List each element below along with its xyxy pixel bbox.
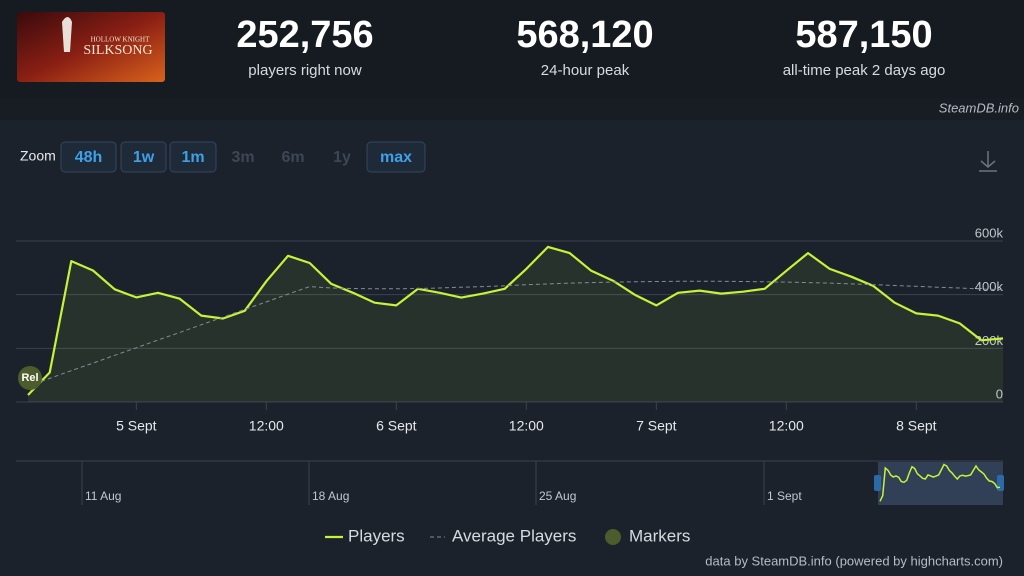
zoom-button-label[interactable]: 48h	[75, 149, 103, 166]
navigator-label: 18 Aug	[312, 489, 349, 503]
stat-label: all-time peak 2 days ago	[783, 62, 946, 79]
zoom-button[interactable]	[120, 141, 167, 173]
stat-value: 568,120	[516, 14, 653, 56]
x-tick-label: 12:00	[769, 418, 804, 434]
navigator-label: 1 Sept	[767, 489, 802, 503]
legend-label[interactable]: Players	[348, 526, 405, 545]
stat-label: players right now	[248, 62, 362, 79]
legend-swatch	[605, 529, 621, 545]
zoom-button-label[interactable]: max	[380, 149, 412, 166]
y-tick-label: 600k	[975, 225, 1004, 240]
zoom-button[interactable]	[169, 141, 217, 173]
game-logo	[17, 12, 165, 82]
site-label: SteamDB.info	[939, 100, 1019, 115]
zoom-button-label[interactable]: 1w	[133, 149, 155, 166]
x-tick-label: 8 Sept	[896, 418, 937, 434]
y-tick-label: 400k	[975, 279, 1004, 294]
zoom-button[interactable]	[366, 141, 426, 173]
area	[28, 246, 1003, 402]
line	[27, 245, 1004, 396]
line	[27, 280, 1004, 387]
navigator-selection[interactable]	[878, 462, 1003, 505]
x-tick-label: 7 Sept	[636, 418, 677, 434]
x-tick-label: 12:00	[509, 418, 544, 434]
navigator-label: 25 Aug	[539, 489, 576, 503]
stat-label: 24-hour peak	[541, 62, 630, 79]
navigator-handle[interactable]	[874, 475, 881, 491]
logo-text: HOLLOW KNIGHT	[91, 36, 150, 44]
x-tick-label: 5 Sept	[116, 418, 157, 434]
header-bar	[0, 0, 1024, 98]
zoom-button[interactable]	[60, 141, 117, 173]
marker[interactable]	[18, 366, 42, 390]
x-tick-label: 12:00	[249, 418, 284, 434]
site-bar	[0, 98, 1024, 120]
zoom-button-label: 6m	[281, 149, 304, 166]
download-icon[interactable]	[979, 151, 997, 172]
zoom-button-label: 1y	[333, 149, 351, 166]
navigator-handle[interactable]	[997, 475, 1004, 491]
zoom-button-label: 3m	[231, 149, 254, 166]
zoom-label: Zoom	[20, 148, 56, 164]
navigator-label: 11 Aug	[85, 489, 121, 503]
zoom-button-label[interactable]: 1m	[181, 149, 204, 166]
credit: data by SteamDB.info (powered by highcha…	[705, 553, 1003, 568]
stat-value: 252,756	[236, 14, 373, 56]
logo-figure	[62, 17, 72, 52]
marker-label: Rel	[21, 372, 38, 384]
stat-value: 587,150	[795, 14, 932, 56]
logo-text: SILKSONG	[83, 43, 152, 58]
navigator[interactable]	[16, 461, 1003, 505]
y-tick-label: 0	[996, 386, 1003, 401]
legend-label[interactable]: Markers	[629, 526, 690, 545]
navigator-line	[879, 463, 1001, 502]
x-tick-label: 6 Sept	[376, 418, 417, 434]
legend-label[interactable]: Average Players	[452, 526, 576, 545]
